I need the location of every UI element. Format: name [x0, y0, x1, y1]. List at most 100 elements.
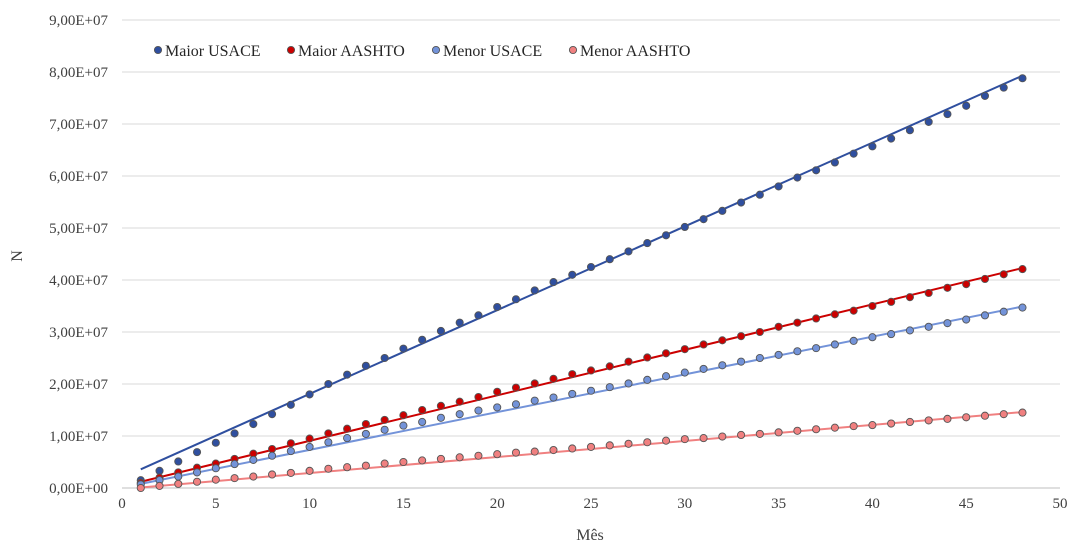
data-point — [624, 439, 633, 448]
data-point — [718, 336, 727, 345]
data-point — [812, 314, 821, 323]
x-tick-label: 25 — [584, 496, 599, 512]
data-point — [849, 149, 858, 158]
data-point — [230, 460, 239, 469]
y-tick-label: 0,00E+00 — [49, 481, 108, 497]
data-point — [249, 472, 258, 481]
data-point — [905, 126, 914, 135]
data-point — [755, 190, 764, 199]
data-point — [812, 166, 821, 175]
data-point — [774, 350, 783, 359]
data-point — [455, 410, 464, 419]
data-point — [286, 447, 295, 456]
data-point — [136, 483, 145, 493]
data-point — [418, 417, 427, 427]
data-point — [455, 318, 464, 327]
data-point — [774, 428, 783, 437]
data-point — [586, 442, 596, 451]
legend-label: Menor AASHTO — [580, 43, 690, 60]
data-point — [474, 392, 483, 402]
y-tick-label: 7,00E+07 — [49, 117, 108, 133]
data-point — [511, 383, 521, 392]
data-point — [174, 457, 183, 466]
data-point — [624, 247, 633, 256]
data-point — [305, 434, 314, 443]
legend-marker — [568, 45, 578, 55]
data-point — [680, 368, 689, 377]
data-point — [1018, 74, 1027, 83]
y-tick-label: 8,00E+07 — [49, 65, 108, 81]
data-point — [436, 326, 445, 336]
data-point — [849, 422, 858, 431]
data-point — [324, 379, 333, 389]
x-tick-label: 45 — [959, 496, 974, 512]
legend: Maior USACE Maior AASHTO Menor USACE Menor … — [153, 43, 690, 60]
data-point — [268, 444, 277, 454]
data-point — [962, 413, 971, 422]
legend-label: Maior AASHTO — [298, 43, 405, 60]
data-point — [305, 390, 314, 399]
data-point — [511, 448, 521, 457]
y-tick-label: 6,00E+07 — [49, 169, 108, 185]
data-point — [812, 425, 821, 434]
data-point — [718, 361, 727, 370]
x-tick-label: 30 — [677, 496, 692, 512]
data-point — [511, 400, 521, 409]
data-point — [474, 311, 483, 320]
data-point — [737, 198, 746, 207]
data-point — [699, 364, 708, 373]
legend-marker — [431, 45, 441, 55]
data-point — [343, 463, 352, 472]
data-point — [980, 91, 990, 100]
data-point — [155, 466, 164, 475]
data-point — [830, 423, 839, 432]
data-point — [830, 340, 839, 349]
data-point — [361, 419, 370, 429]
data-point — [343, 424, 352, 433]
data-point — [286, 439, 295, 448]
data-point — [174, 472, 183, 481]
data-point — [868, 333, 877, 342]
legend-label: Menor USACE — [443, 43, 542, 60]
data-point — [999, 410, 1008, 419]
data-point — [661, 349, 671, 358]
x-tick-label: 0 — [118, 496, 126, 512]
data-point — [586, 366, 596, 375]
data-point — [962, 101, 971, 110]
data-point — [549, 278, 558, 287]
data-point — [586, 386, 596, 395]
data-point — [887, 297, 896, 306]
data-point — [718, 206, 727, 215]
data-point — [380, 353, 389, 363]
data-point — [737, 357, 746, 366]
data-point — [905, 293, 914, 302]
data-point — [1018, 303, 1027, 312]
data-point — [343, 370, 352, 379]
data-point — [661, 372, 671, 381]
data-point — [980, 311, 990, 320]
legend-marker — [153, 45, 163, 55]
data-point — [830, 158, 839, 167]
data-point — [230, 474, 239, 483]
data-point — [924, 322, 933, 331]
y-tick-label: 2,00E+07 — [49, 377, 108, 393]
x-tick-labels: 0 5 10 15 20 25 30 35 40 45 50 — [118, 496, 1067, 512]
data-point — [249, 419, 258, 429]
data-point — [905, 417, 914, 427]
data-point — [905, 326, 914, 335]
data-point — [605, 383, 614, 392]
data-point — [999, 270, 1008, 279]
data-point — [737, 332, 746, 341]
data-point — [962, 315, 971, 324]
data-point — [286, 468, 295, 477]
data-point — [511, 295, 521, 304]
data-point — [887, 134, 896, 143]
data-point — [530, 396, 539, 405]
data-point — [943, 110, 952, 119]
data-point — [155, 481, 164, 490]
data-point — [305, 442, 314, 451]
data-point — [980, 411, 990, 420]
data-point — [361, 461, 370, 470]
data-point — [324, 438, 333, 447]
data-point — [680, 345, 689, 354]
